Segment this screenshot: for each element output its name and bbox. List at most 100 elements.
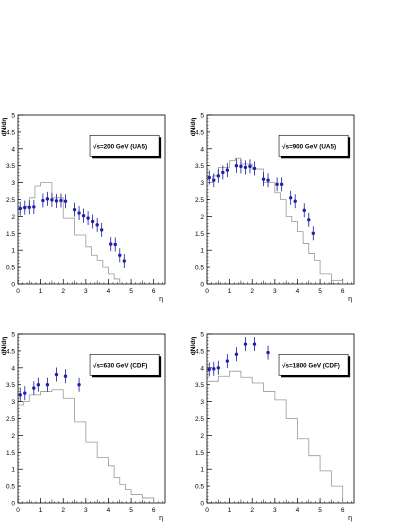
data-point: [99, 228, 104, 232]
x-tick-label: 6: [341, 507, 345, 514]
x-tick-label: 1: [39, 288, 43, 295]
x-axis-title: η: [348, 515, 352, 522]
y-tick-label: 0.5: [195, 484, 204, 491]
legend-radical: √: [93, 362, 97, 369]
y-tick-label: 5: [11, 332, 15, 339]
data-point: [252, 166, 257, 171]
x-tick-label: 0: [16, 507, 20, 514]
x-tick-label: 0: [205, 507, 209, 514]
data-point: [234, 352, 239, 356]
data-point: [293, 199, 297, 203]
x-tick-label: 5: [129, 288, 133, 295]
y-tick-label: 3: [200, 399, 204, 406]
data-point: [109, 242, 113, 246]
y-tick-label: 3: [11, 180, 15, 187]
data-point: [54, 199, 59, 203]
y-tick-label: 3: [11, 399, 15, 406]
model-histogram: [18, 182, 121, 284]
y-tick-label: 4.5: [6, 129, 15, 136]
x-tick-label: 5: [318, 507, 322, 514]
y-tick-label: 0.5: [6, 484, 15, 491]
data-point: [302, 208, 306, 213]
x-tick-label: 0: [16, 288, 20, 295]
data-point: [216, 174, 221, 178]
y-tick-label: 1.5: [6, 231, 15, 238]
data-point: [27, 205, 32, 209]
data-point: [59, 198, 63, 203]
legend-box: [89, 353, 160, 376]
y-axis-title: dN/dη: [190, 118, 197, 136]
legend-label: √s=900 GeV (UA5): [282, 143, 336, 150]
y-tick-label: 2: [11, 433, 15, 440]
x-tick-label: 0: [205, 288, 209, 295]
y-tick-label: 1: [200, 248, 204, 255]
y-tick-label: 4.5: [195, 348, 204, 355]
y-tick-label: 3.5: [195, 382, 204, 389]
data-point: [32, 205, 36, 209]
x-axis-title: η: [159, 515, 163, 522]
x-tick-label: 3: [84, 507, 88, 514]
data-point: [77, 211, 81, 215]
y-axis-title: dN/dη: [190, 337, 197, 355]
y-tick-label: 5: [11, 113, 15, 120]
data-point: [225, 168, 230, 172]
data-point: [243, 165, 248, 170]
x-tick-label: 2: [250, 288, 254, 295]
data-point: [122, 259, 126, 263]
x-tick-label: 2: [61, 288, 65, 295]
data-point: [63, 199, 68, 203]
y-tick-label: 4: [11, 365, 15, 372]
y-tick-label: 4.5: [6, 348, 15, 355]
x-tick-label: 4: [107, 288, 111, 295]
y-tick-label: 2.5: [6, 416, 15, 423]
legend-text: s=630 GeV (CDF): [96, 362, 147, 369]
x-tick-label: 6: [152, 507, 156, 514]
legend-label: √s=200 GeV (UA5): [93, 143, 147, 150]
data-point: [266, 350, 270, 355]
x-tick-label: 6: [152, 288, 156, 295]
data-point: [18, 393, 22, 397]
y-tick-label: 2.5: [195, 197, 204, 204]
x-tick-label: 2: [250, 507, 254, 514]
data-point: [90, 219, 95, 224]
x-tick-label: 1: [228, 507, 232, 514]
data-point: [23, 391, 27, 395]
y-tick-label: 2.5: [6, 197, 15, 204]
y-tick-label: 1.5: [195, 450, 204, 457]
data-point: [32, 386, 36, 390]
data-point: [81, 214, 86, 218]
y-tick-label: 1.5: [195, 231, 204, 238]
data-point: [36, 383, 41, 387]
data-point: [95, 223, 99, 227]
x-tick-label: 4: [296, 288, 300, 295]
data-point: [225, 359, 230, 363]
data-point: [118, 253, 122, 257]
x-tick-label: 6: [341, 288, 345, 295]
data-point: [279, 182, 284, 186]
x-axis-title: η: [348, 296, 352, 303]
data-point: [72, 207, 77, 212]
y-tick-label: 3.5: [6, 382, 15, 389]
data-point: [266, 178, 270, 182]
model-histogram: [18, 389, 155, 503]
y-tick-label: 0: [200, 282, 204, 289]
data-point: [207, 175, 211, 180]
x-tick-label: 3: [84, 288, 88, 295]
y-axis-title: dN/dη: [1, 118, 8, 136]
data-point: [86, 216, 90, 220]
y-tick-label: 3: [200, 180, 204, 187]
y-axis-title: dN/dη: [1, 337, 8, 355]
model-histogram: [207, 157, 344, 284]
data-point: [212, 178, 216, 182]
data-point: [45, 197, 50, 201]
data-point: [77, 383, 81, 387]
data-point: [288, 196, 293, 200]
y-tick-label: 3.5: [6, 163, 15, 170]
panel-2: 0 0.5 1 1.5 2 2.5 3 3.5 4 4.5 5 0 1 2 3 4 5 6 dN/dη η √s=900…: [190, 113, 355, 303]
data-point: [221, 170, 225, 175]
data-point: [307, 218, 311, 222]
x-tick-label: 4: [107, 507, 111, 514]
y-tick-label: 0.5: [6, 265, 15, 272]
legend-radical: √: [93, 143, 97, 150]
